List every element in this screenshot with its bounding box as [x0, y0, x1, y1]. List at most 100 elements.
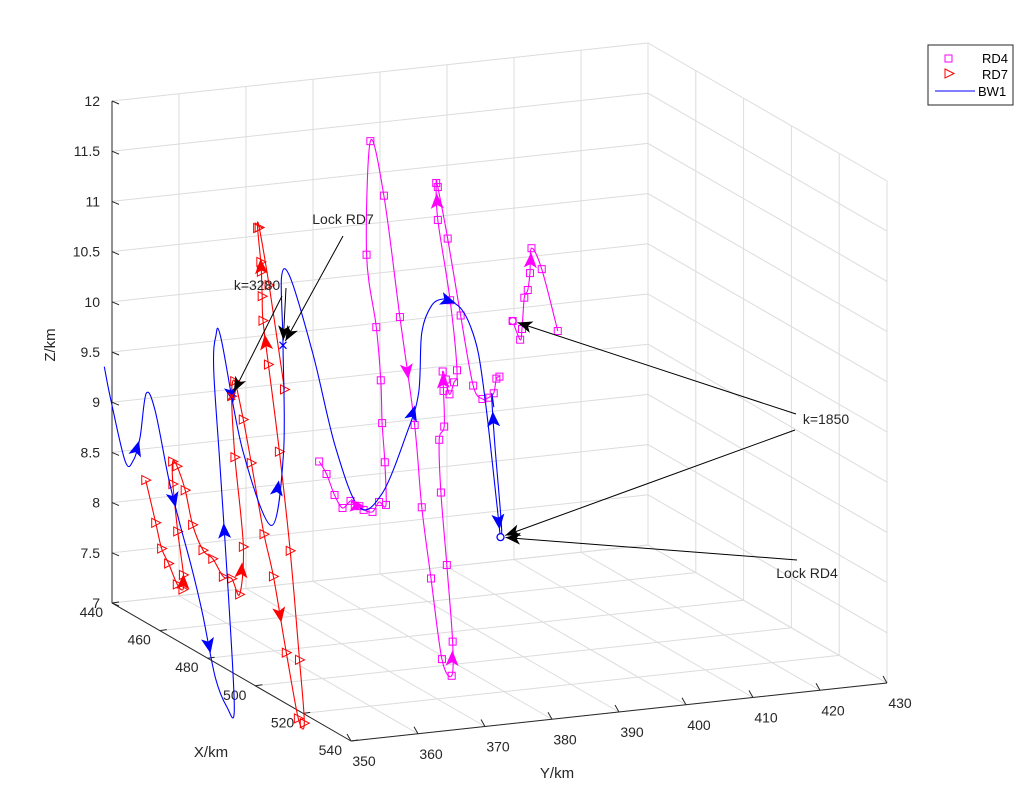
data-point-rd7	[263, 359, 275, 370]
grid-line	[111, 92, 649, 152]
data-point-rd7	[299, 717, 311, 729]
direction-arrow-rd7	[260, 334, 274, 351]
grid-line	[111, 494, 649, 554]
data-point-rd4	[495, 372, 504, 381]
pointer-line	[505, 429, 796, 536]
data-point-rd7	[295, 654, 306, 666]
z-tick-label: 7.5	[81, 545, 101, 561]
grid-line	[647, 343, 888, 483]
direction-arrow-rd7	[176, 573, 190, 590]
y-tick	[346, 733, 352, 742]
data-point-rd4	[442, 561, 451, 570]
grid-line	[647, 494, 888, 634]
data-point-rd4	[379, 191, 388, 200]
legend: RD4 RD7 BW1	[927, 44, 1014, 106]
data-point-rd4	[410, 421, 419, 430]
x-axis-title: X/km	[194, 744, 228, 761]
grid-line	[647, 92, 888, 232]
x-tick-label: 540	[319, 742, 343, 758]
grid-line	[647, 444, 888, 584]
series-line-bw1	[103, 268, 503, 719]
data-point-rd4	[432, 179, 441, 188]
event-marker-x	[279, 341, 287, 350]
grid-line	[647, 243, 888, 383]
direction-arrow-bw1	[201, 636, 214, 654]
pointer-line	[233, 295, 283, 393]
legend-label-bw1: BW1	[978, 84, 1006, 99]
data-point-rd7	[238, 414, 250, 425]
direction-arrow-bw1	[165, 491, 179, 508]
y-tick-label: 430	[888, 695, 912, 711]
y-tick-label: 350	[352, 753, 376, 769]
grid-line	[379, 573, 620, 713]
x-tick-label: 500	[223, 687, 247, 703]
data-point-rd7	[293, 713, 305, 724]
data-point-rd7	[257, 290, 269, 302]
event-marker-circle	[508, 316, 517, 326]
z-tick-label: 11	[85, 193, 100, 209]
y-tick-label: 380	[553, 731, 577, 747]
data-point-rd4	[447, 671, 456, 680]
x-tick-label: 520	[271, 714, 295, 730]
data-point-rd7	[268, 571, 280, 582]
x-tick-label: 440	[80, 604, 104, 620]
direction-arrow-bw1	[269, 480, 283, 497]
x-tick	[159, 629, 167, 632]
data-point-rd4	[450, 378, 459, 387]
data-point-rd7	[164, 558, 175, 569]
z-tick	[111, 401, 120, 406]
direction-arrow-rd7	[254, 258, 268, 275]
data-point-rd7	[218, 571, 230, 583]
x-tick	[350, 739, 359, 742]
data-point-rd4	[516, 335, 525, 344]
data-point-rd7	[254, 222, 266, 233]
y-tick	[815, 683, 821, 691]
y-tick	[413, 726, 419, 734]
x-tick-label: 460	[127, 632, 151, 648]
data-point-rd4	[378, 419, 387, 428]
legend-item-rd7: RD7	[944, 67, 1008, 82]
data-point-rd4	[453, 366, 462, 375]
data-point-rd4	[523, 286, 532, 294]
data-point-rd4	[372, 323, 381, 332]
z-tick-label: 7	[92, 595, 100, 611]
data-point-rd7	[198, 544, 210, 556]
z-tick-label: 10.5	[73, 244, 100, 260]
data-point-rd4	[368, 507, 377, 516]
y-tick	[748, 690, 754, 698]
series-bw1	[103, 268, 503, 719]
z-tick-label: 12	[84, 93, 100, 109]
y-tick	[882, 675, 888, 684]
grid-line	[580, 551, 821, 691]
axes-layer: 440 460 480 500 520 540 350 360 370 380 390 400 410 4…	[73, 93, 912, 769]
grid-line	[647, 193, 888, 333]
pointer-arrowhead	[517, 321, 534, 333]
data-point-rd4	[433, 215, 442, 224]
y-axis-title: Y/km	[540, 765, 574, 782]
y-tick	[547, 712, 553, 720]
data-point-rd7	[246, 457, 258, 469]
series-line-rd7	[145, 221, 305, 730]
grid-line	[111, 393, 649, 453]
direction-arrow-rd4	[523, 252, 537, 269]
legend-marker-rd7	[944, 68, 956, 79]
grid-line	[111, 544, 649, 604]
data-point-rd7	[208, 553, 219, 565]
data-point-rd4	[520, 293, 529, 302]
data-point-rd4	[469, 381, 478, 390]
data-point-rd4	[366, 137, 375, 146]
z-tick	[111, 502, 120, 507]
grid-line	[647, 293, 888, 433]
data-point-rd7	[280, 384, 291, 395]
y-tick-label: 360	[419, 746, 443, 762]
grid-line	[111, 444, 649, 504]
pointer-arrowhead	[278, 325, 291, 341]
z-tick	[111, 351, 120, 356]
direction-arrow-bw1	[491, 513, 505, 530]
x-axis-line	[111, 602, 352, 742]
data-point-rd7	[188, 519, 199, 531]
legend-label-rd7: RD7	[982, 67, 1008, 82]
data-point-rd4	[338, 504, 347, 513]
direction-arrow-rd4	[399, 363, 413, 380]
